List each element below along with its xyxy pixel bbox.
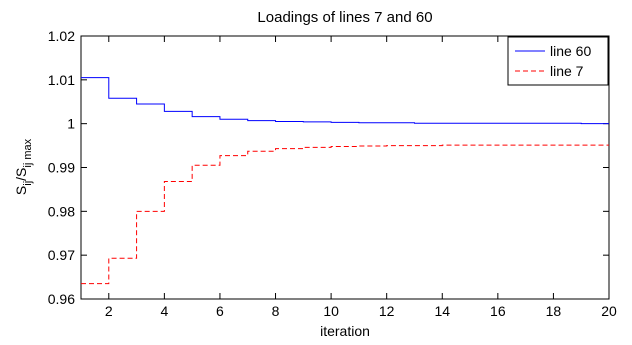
chart-title: Loadings of lines 7 and 60 xyxy=(257,9,432,26)
legend-line-60-label: line 60 xyxy=(550,43,591,59)
x-tick-label: 4 xyxy=(160,303,168,319)
y-tick-label: 0.99 xyxy=(48,160,75,176)
y-tick-label: 0.97 xyxy=(48,247,75,263)
x-tick-label: 18 xyxy=(546,303,562,319)
legend: line 60 line 7 xyxy=(507,36,609,86)
x-tick-label: 20 xyxy=(601,303,617,319)
y-tick-label: 1.02 xyxy=(48,28,75,44)
legend-box xyxy=(507,36,609,86)
y-label-main: S xyxy=(13,186,29,195)
y-label-sub1: ij xyxy=(22,181,34,186)
y-tick-label: 0.98 xyxy=(48,203,75,219)
x-axis: 2 4 6 8 10 12 14 16 18 20 xyxy=(105,36,617,319)
x-axis-label: iteration xyxy=(320,323,370,339)
x-tick-label: 10 xyxy=(323,303,339,319)
y-tick-label: 1.01 xyxy=(48,72,75,88)
legend-line-7-label: line 7 xyxy=(550,63,584,79)
series-line-60-line xyxy=(81,77,609,125)
x-tick-label: 14 xyxy=(434,303,450,319)
x-tick-label: 6 xyxy=(216,303,224,319)
svg-text:Sij/Sij max: Sij/Sij max xyxy=(13,138,34,195)
y-tick-label: 0.96 xyxy=(48,291,75,307)
y-tick-label: 1 xyxy=(67,116,75,132)
x-tick-label: 16 xyxy=(490,303,506,319)
x-tick-label: 8 xyxy=(272,303,280,319)
y-axis-label: Sij/Sij max xyxy=(13,138,34,195)
series-layer xyxy=(81,77,609,285)
x-tick-label: 2 xyxy=(105,303,113,319)
series-line-7-line xyxy=(81,144,609,285)
y-label-sep: /S xyxy=(13,168,29,181)
y-label-sub2: ij max xyxy=(22,138,34,167)
x-tick-label: 12 xyxy=(379,303,395,319)
